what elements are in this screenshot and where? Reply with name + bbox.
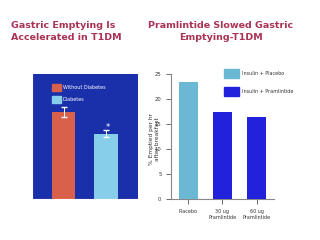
Text: Without Diabetes: Without Diabetes — [63, 85, 105, 90]
Bar — [179, 82, 198, 199]
Text: Type 1: Type 1 — [72, 216, 98, 222]
Text: Pramlintide Slowed Gastric
Emptying-T1DM: Pramlintide Slowed Gastric Emptying-T1DM — [148, 21, 293, 42]
Bar — [52, 84, 60, 91]
Text: % Emptied per hr
after breakfast: % Emptied per hr after breakfast — [149, 113, 160, 165]
Text: *: * — [106, 123, 110, 132]
Text: 33: 33 — [276, 217, 292, 227]
Y-axis label: Gastric Half-Emptying Time (min): Gastric Half-Emptying Time (min) — [5, 101, 9, 173]
Bar — [247, 117, 266, 199]
Text: Diabetes: Diabetes — [63, 97, 84, 102]
Bar — [213, 112, 232, 199]
Bar — [224, 69, 239, 78]
Bar — [224, 87, 239, 96]
Text: Insulin + Pramlintide: Insulin + Pramlintide — [242, 89, 293, 94]
Text: Insulin + Placebo: Insulin + Placebo — [242, 71, 284, 76]
Bar — [52, 112, 75, 199]
Bar — [94, 134, 117, 199]
Text: Gastric Emptying Is
Accelerated in T1DM: Gastric Emptying Is Accelerated in T1DM — [11, 21, 121, 42]
Bar — [52, 96, 60, 103]
